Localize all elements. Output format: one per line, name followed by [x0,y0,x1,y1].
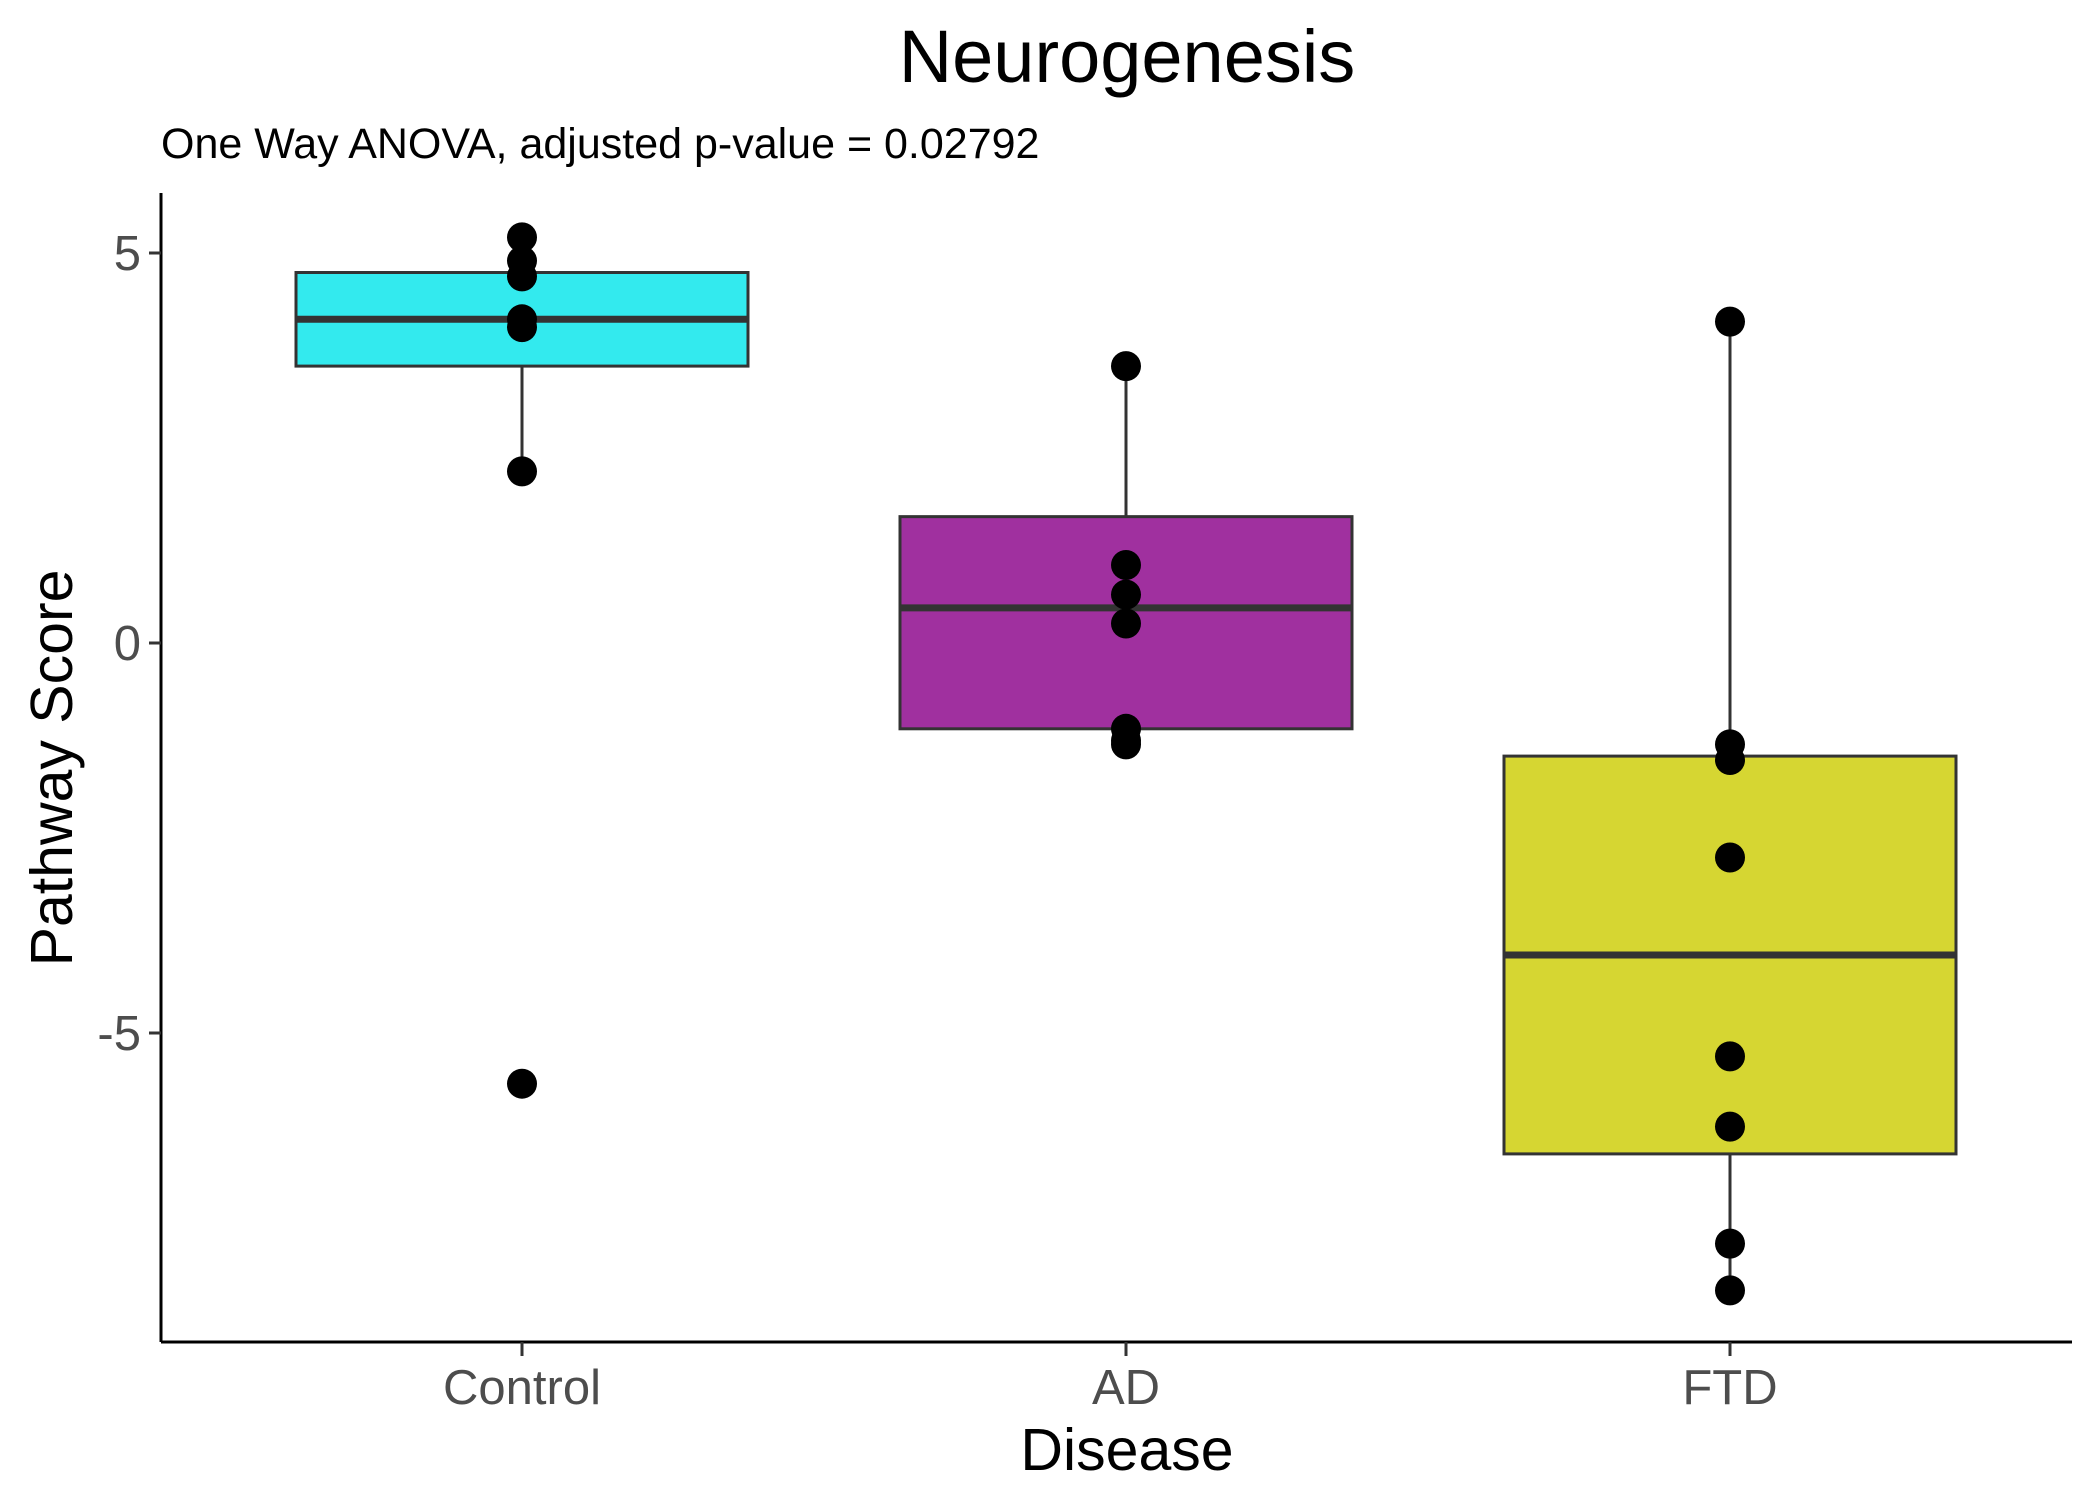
x-axis: Control AD FTD [443,1342,1778,1415]
data-point-ftd [1715,1228,1745,1259]
x-tick-label: Control [443,1361,601,1415]
y-axis: 5 0 -5 [97,227,161,1061]
data-point-ftd [1715,1041,1745,1072]
chart-subtitle: One Way ANOVA, adjusted p-value = 0.0279… [161,120,1039,168]
x-tick-label: FTD [1682,1361,1777,1415]
data-point-ad [1111,729,1141,760]
data-point-ftd [1715,745,1745,775]
data-point-ad [1111,579,1141,610]
x-axis-title: Disease [1020,1417,1233,1483]
data-point-ftd [1715,1111,1745,1142]
y-tick-label: 5 [114,227,141,281]
data-point-control [507,456,537,487]
data-point-ftd [1715,842,1745,873]
x-tick-label: AD [1092,1361,1160,1415]
data-point-ftd [1715,1275,1745,1306]
data-point-control [507,1068,537,1099]
data-point-control [507,261,537,292]
y-tick-label: 0 [114,617,141,671]
plot-area [294,222,1958,1306]
y-axis-title: Pathway Score [19,570,85,967]
data-point-ad [1111,351,1141,382]
data-point-ftd [1715,306,1745,337]
data-point-control [507,312,537,343]
box-ftd [1502,321,1958,1291]
y-tick-label: -5 [97,1007,141,1061]
chart-title: Neurogenesis [899,15,1356,98]
data-point-ad [1111,550,1141,580]
data-point-ad [1111,608,1141,639]
data-point-control [507,222,537,253]
